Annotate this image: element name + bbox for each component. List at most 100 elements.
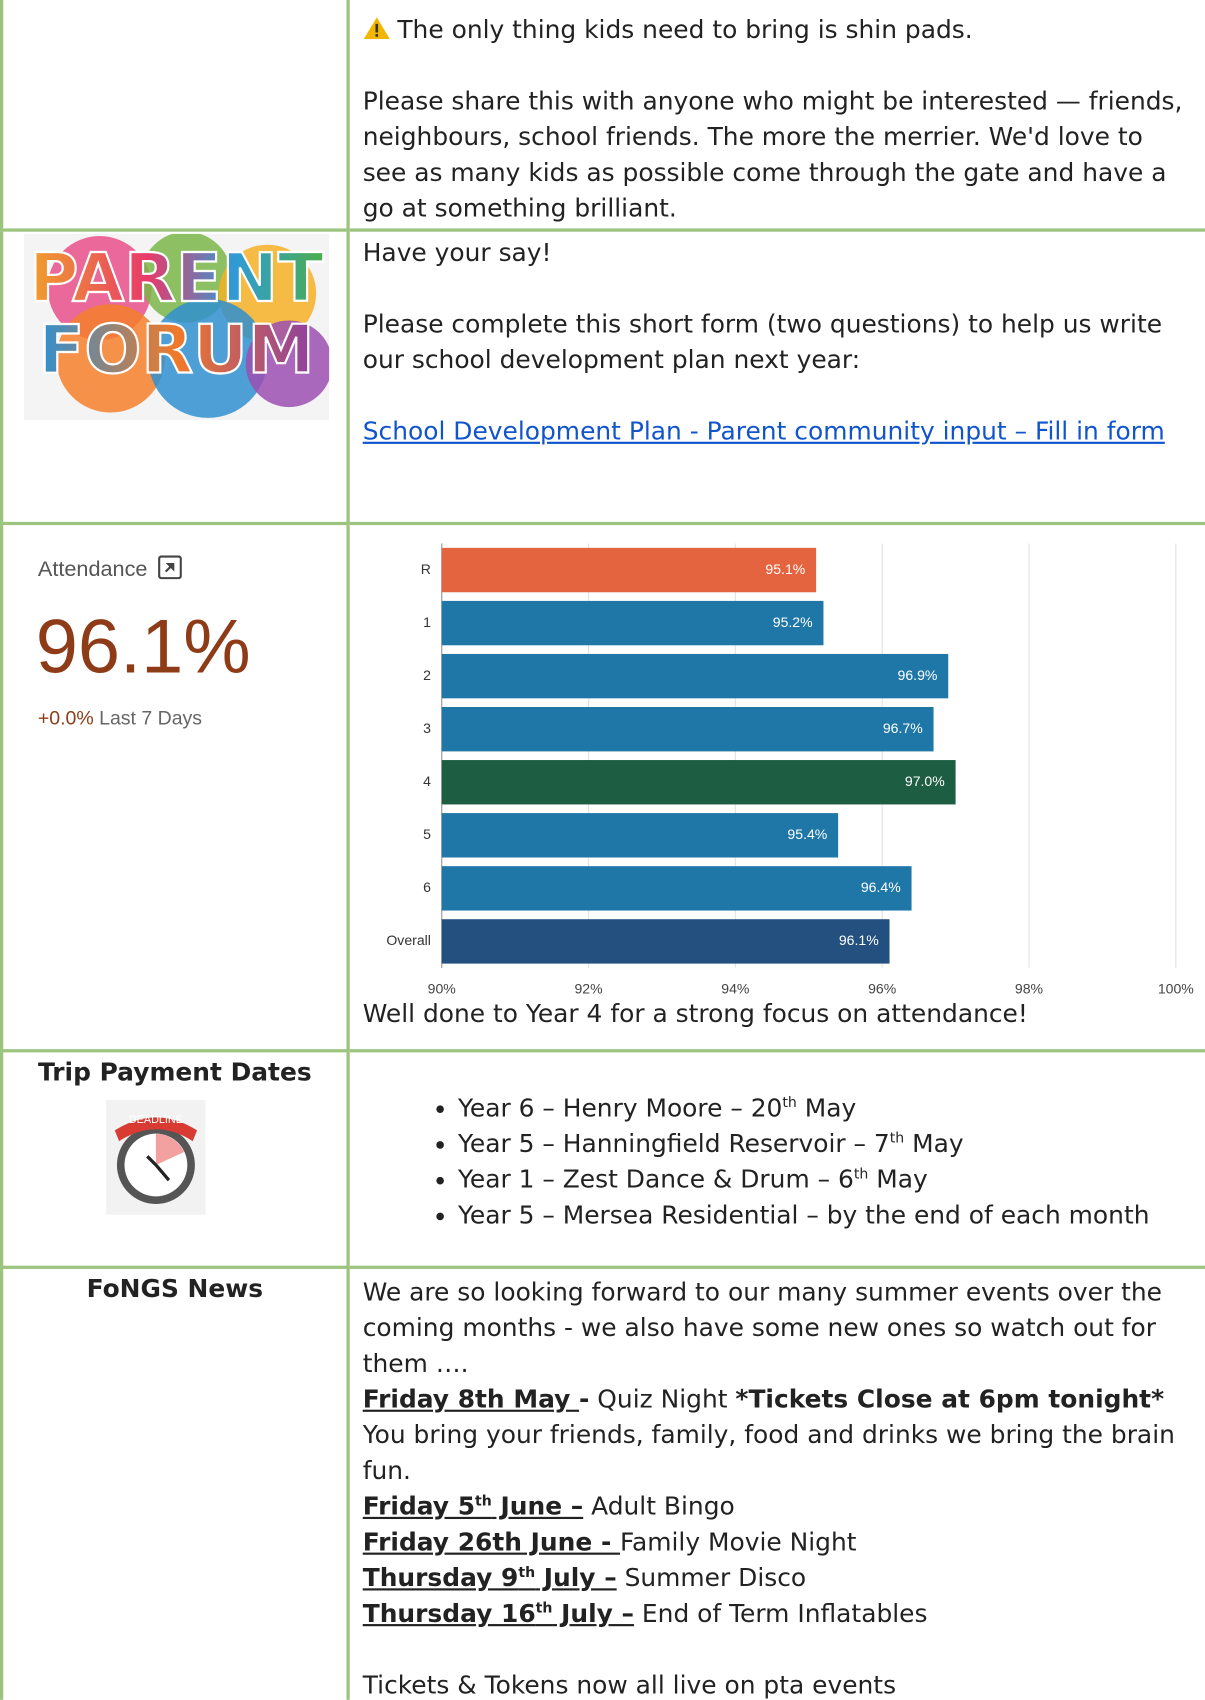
- fongs-title: FoNGS News: [3, 1269, 346, 1304]
- badge-text: DEADLINE: [129, 1114, 183, 1126]
- y-tick-label: 4: [423, 773, 431, 789]
- forum-text: Please complete this short form (two que…: [363, 307, 1195, 378]
- logo-text: FORUM: [39, 310, 315, 388]
- x-tick-label: 100%: [1158, 980, 1194, 996]
- bar: [442, 866, 912, 910]
- widget-label: Attendance: [38, 555, 182, 582]
- fongs-intro: We are so looking forward to our many su…: [363, 1275, 1195, 1382]
- fongs-cell: We are so looking forward to our many su…: [348, 1267, 1205, 1700]
- text-span: th: [475, 1493, 492, 1509]
- logo-text: PARENT: [29, 239, 324, 317]
- text-span: July –: [552, 1600, 634, 1628]
- row-notice: The only thing kids need to bring is shi…: [2, 0, 1205, 230]
- bar: [442, 919, 890, 963]
- x-tick-label: 92%: [574, 980, 602, 996]
- trip-item: Year 1 – Zest Dance & Drum – 6th May: [458, 1163, 1194, 1199]
- forum-cell: Have your say! Please complete this shor…: [348, 230, 1205, 523]
- bar: [442, 813, 838, 857]
- text-span: May: [904, 1130, 963, 1158]
- bar: [442, 707, 934, 751]
- event: Friday 26th June - Family Movie Night: [363, 1526, 1195, 1562]
- forum-logo: PARENT FORUM: [24, 234, 329, 420]
- attendance-period: Last 7 Days: [99, 707, 202, 729]
- share-text: Please share this with anyone who might …: [363, 84, 1195, 227]
- text-span: Family Movie Night: [620, 1529, 857, 1557]
- text-span: th: [536, 1601, 553, 1617]
- text-span: End of Term Inflatables: [634, 1600, 927, 1628]
- trips-title: Trip Payment Dates: [3, 1052, 346, 1087]
- warning-text: The only thing kids need to bring is shi…: [397, 16, 972, 44]
- bar: [442, 548, 816, 592]
- trip-item: Year 5 – Hanningfield Reservoir – 7th Ma…: [458, 1127, 1194, 1163]
- info-table: The only thing kids need to bring is shi…: [0, 0, 1205, 1700]
- text-span: th: [782, 1095, 796, 1111]
- empty-cell: [2, 0, 348, 230]
- attendance-value: 96.1%: [36, 603, 251, 690]
- row-fongs: FoNGS News We are so looking forward to …: [2, 1267, 1205, 1700]
- text-span: th: [854, 1166, 868, 1182]
- row-attendance: Attendance 96.1% +0.0% Last 7 Days 90% 92…: [2, 523, 1205, 1050]
- text-span: Summer Disco: [617, 1565, 806, 1593]
- x-tick-label: 94%: [721, 980, 749, 996]
- x-tick-label: 96%: [868, 980, 896, 996]
- event: Thursday 16th July – End of Term Inflata…: [363, 1597, 1195, 1633]
- bar: [442, 601, 824, 645]
- forum-logo-cell: PARENT FORUM: [2, 230, 348, 523]
- attendance-label: Attendance: [38, 558, 148, 582]
- text-span: Adult Bingo: [583, 1493, 735, 1521]
- text-span: Thursday 16: [363, 1600, 536, 1628]
- expand-icon[interactable]: [158, 555, 182, 579]
- event: Thursday 9th July – Summer Disco: [363, 1561, 1195, 1597]
- warning-icon: [363, 16, 391, 40]
- text-span: July –: [535, 1565, 617, 1593]
- value-label: 95.1%: [765, 561, 805, 577]
- attendance-widget: Attendance 96.1% +0.0% Last 7 Days: [2, 523, 348, 1050]
- chart-caption: Well done to Year 4 for a strong focus o…: [350, 997, 1039, 1033]
- y-tick-label: 2: [423, 667, 431, 683]
- warning: The only thing kids need to bring is shi…: [363, 13, 1195, 49]
- value-label: 96.1%: [839, 932, 879, 948]
- value-label: 96.9%: [898, 667, 938, 683]
- form-link[interactable]: School Development Plan - Parent communi…: [363, 418, 1165, 446]
- row-trips: Trip Payment Dates DEADLINE Year 6 – Hen…: [2, 1051, 1205, 1268]
- text-span: Friday 5: [363, 1493, 475, 1521]
- text-span: -: [579, 1386, 589, 1414]
- quiz-line: Friday 8th May - Quiz Night *Tickets Clo…: [363, 1383, 1195, 1419]
- text-span: Year 6 – Henry Moore – 20: [458, 1095, 782, 1123]
- text-span: th: [890, 1131, 904, 1147]
- x-tick-label: 90%: [428, 980, 456, 996]
- value-label: 95.4%: [787, 826, 827, 842]
- text-span: Quiz Night: [589, 1386, 735, 1414]
- value-label: 96.4%: [861, 879, 901, 895]
- trip-item: Year 5 – Mersea Residential – by the end…: [458, 1199, 1194, 1235]
- y-tick-label: 5: [423, 826, 431, 842]
- bar: [442, 654, 949, 698]
- trips-cell: Year 6 – Henry Moore – 20th May Year 5 –…: [348, 1051, 1205, 1268]
- bar: [442, 760, 956, 804]
- text-span: Friday 8th May: [363, 1386, 579, 1414]
- text-span: Year 1 – Zest Dance & Drum – 6: [458, 1166, 854, 1194]
- text-span: th: [518, 1565, 535, 1581]
- deadline-clock: DEADLINE: [106, 1100, 206, 1215]
- text-span: June –: [492, 1493, 583, 1521]
- forum-heading: Have your say!: [363, 236, 1195, 272]
- text-span: May: [868, 1166, 927, 1194]
- text-span: May: [797, 1095, 856, 1123]
- notice-cell: The only thing kids need to bring is shi…: [348, 0, 1205, 230]
- value-label: 97.0%: [905, 773, 945, 789]
- text-span: Thursday 9: [363, 1565, 519, 1593]
- y-tick-label: R: [421, 561, 431, 577]
- value-label: 96.7%: [883, 720, 923, 736]
- trips-heading-cell: Trip Payment Dates DEADLINE: [2, 1051, 348, 1268]
- x-tick-label: 98%: [1015, 980, 1043, 996]
- fongs-footer: Tickets & Tokens now all live on pta eve…: [363, 1668, 1195, 1699]
- text-span: Friday 26th June -: [363, 1529, 620, 1557]
- event: Friday 5th June – Adult Bingo: [363, 1490, 1195, 1526]
- y-tick-label: 1: [423, 614, 431, 630]
- value-label: 95.2%: [773, 614, 813, 630]
- newsletter: The only thing kids need to bring is shi…: [0, 0, 1205, 1700]
- trip-item: Year 6 – Henry Moore – 20th May: [458, 1091, 1194, 1127]
- y-tick-label: Overall: [386, 932, 431, 948]
